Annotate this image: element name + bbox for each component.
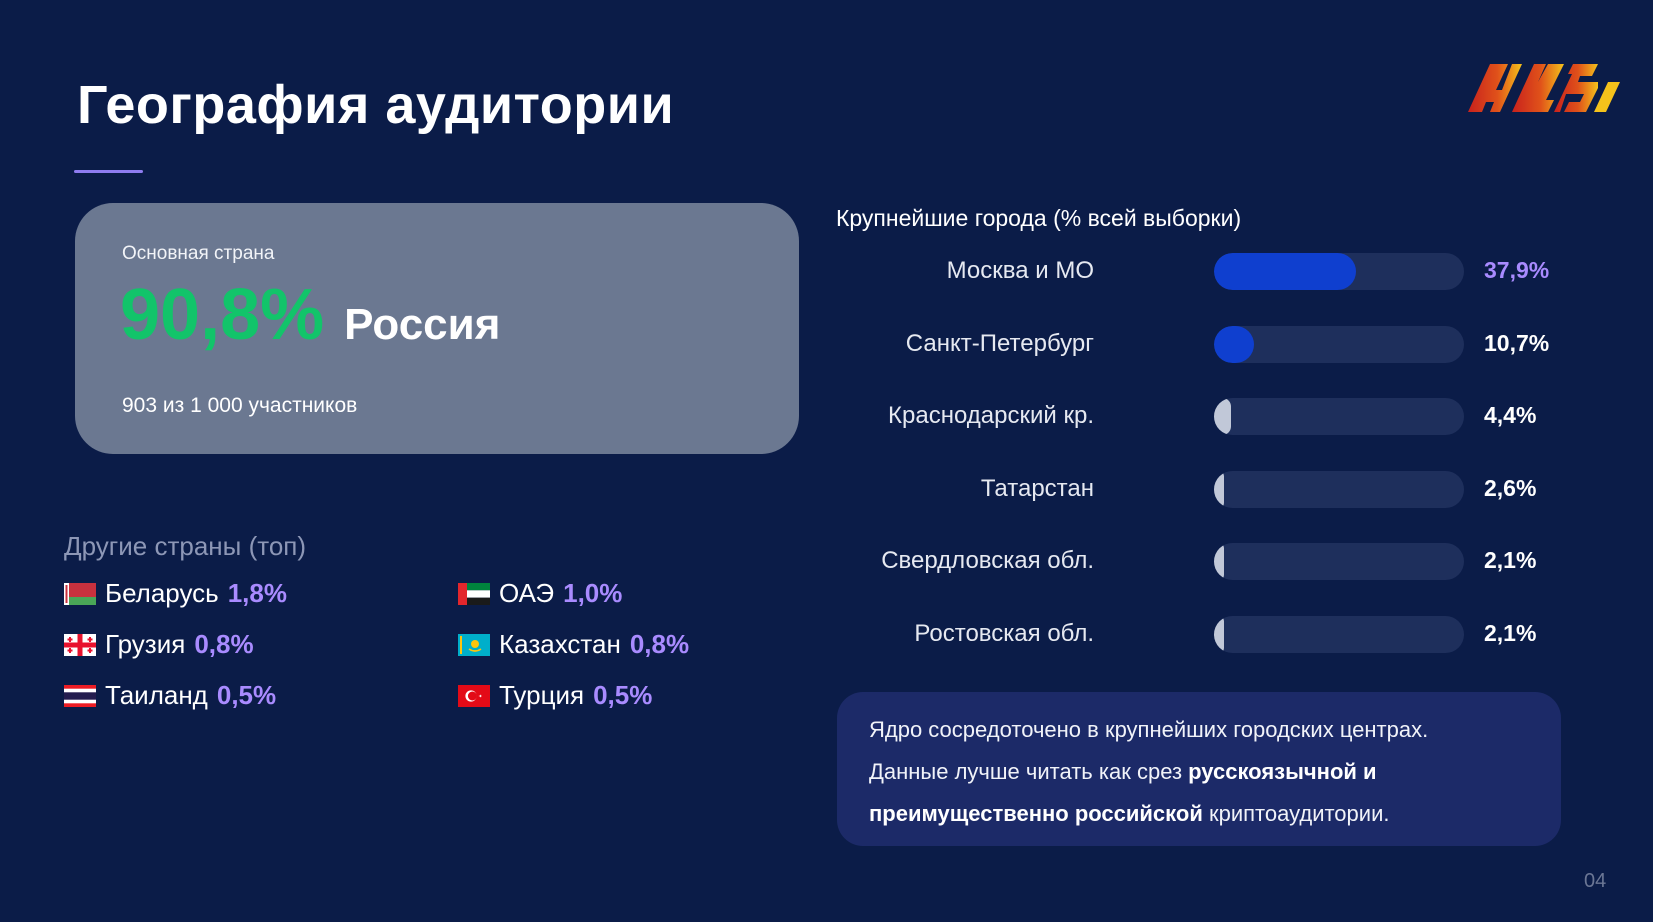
- note-bold-2: преимущественно российской: [869, 801, 1203, 826]
- city-bar: [1214, 543, 1224, 580]
- thailand-flag-icon: [64, 684, 96, 707]
- main-country-card: Основная страна 90,8% Россия 903 из 1 00…: [75, 203, 799, 454]
- note-suffix: криптоаудитории.: [1202, 801, 1390, 826]
- country-item: Казахстан 0,8%: [458, 629, 689, 660]
- city-value-label: 2,1%: [1484, 619, 1537, 646]
- note-line-3: преимущественно российской криптоаудитор…: [869, 793, 1529, 835]
- city-bar-track: [1214, 325, 1464, 363]
- city-name-label: Свердловская обл.: [881, 547, 1094, 574]
- country-name: Беларусь: [105, 578, 219, 608]
- country-name: Казахстан: [499, 629, 621, 659]
- city-row: Татарстан 2,6%: [836, 470, 1556, 508]
- other-countries-title: Другие страны (топ): [64, 531, 307, 561]
- title-underline: [74, 170, 143, 173]
- city-bar: [1214, 615, 1224, 653]
- main-country-headline: 90,8% Россия: [120, 279, 500, 351]
- note-line-1: Ядро сосредоточено в крупнейших городски…: [869, 717, 1429, 742]
- turkey-flag-icon: [458, 684, 490, 707]
- city-value-label: 2,6%: [1484, 474, 1537, 501]
- city-bar: [1214, 398, 1231, 435]
- aias-logo-icon: [1468, 64, 1620, 112]
- note-line-2: Данные лучше читать как срез русскоязычн…: [869, 751, 1529, 793]
- country-value: 0,8%: [194, 629, 254, 659]
- country-item: Таиланд 0,5%: [64, 680, 276, 711]
- city-row: Свердловская обл. 2,1%: [836, 542, 1556, 580]
- city-bar: [1214, 325, 1255, 363]
- city-bar: [1214, 470, 1224, 508]
- page-number: 04: [1584, 870, 1607, 892]
- cities-chart-title: Крупнейшие города (% всей выборки): [836, 205, 1242, 231]
- page-title: География аудитории: [77, 75, 675, 135]
- city-value-label: 2,1%: [1484, 547, 1537, 573]
- summary-note: Ядро сосредоточено в крупнейших городски…: [837, 692, 1561, 846]
- country-name: Турция: [499, 680, 585, 710]
- city-value-label: 10,7%: [1484, 329, 1550, 356]
- belarus-flag-icon: [64, 582, 96, 605]
- country-item: Беларусь 1,8%: [64, 578, 287, 609]
- city-name-label: Санкт-Петербург: [905, 329, 1094, 357]
- main-country-count: 903 из 1 000 участников: [122, 394, 358, 417]
- city-row: Ростовская обл. 2,1%: [836, 615, 1556, 653]
- city-bar-track: [1214, 543, 1464, 580]
- city-value-label: 4,4%: [1484, 402, 1537, 428]
- city-bar-track: [1214, 470, 1464, 508]
- country-value: 1,8%: [227, 578, 287, 608]
- note-prefix: Данные лучше читать как срез: [869, 759, 1189, 784]
- city-bar-track: [1214, 615, 1464, 653]
- city-row: Санкт-Петербург 10,7%: [836, 325, 1556, 363]
- city-name-label: Краснодарский кр.: [888, 402, 1094, 429]
- country-name: Грузия: [105, 629, 186, 659]
- georgia-flag-icon: [64, 633, 96, 656]
- city-bar: [1214, 253, 1357, 290]
- city-name-label: Татарстан: [980, 474, 1094, 502]
- city-row: Краснодарский кр. 4,4%: [836, 397, 1556, 435]
- main-country-label: Основная страна: [122, 243, 275, 264]
- country-value: 0,8%: [629, 629, 690, 659]
- country-item: Турция 0,5%: [458, 680, 652, 711]
- country-value: 0,5%: [216, 680, 277, 710]
- country-name: ОАЭ: [499, 578, 555, 608]
- country-item: ОАЭ 1,0%: [458, 578, 622, 609]
- main-country-name: Россия: [344, 300, 501, 349]
- country-value: 1,0%: [563, 578, 623, 608]
- kazakhstan-flag-icon: [458, 633, 490, 656]
- note-bold-1: русскоязычной и: [1188, 759, 1377, 784]
- city-name-label: Ростовская обл.: [914, 619, 1094, 647]
- country-value: 0,5%: [593, 680, 653, 710]
- city-value-label: 37,9%: [1484, 257, 1550, 283]
- main-country-percent: 90,8%: [120, 275, 325, 355]
- city-row: Москва и МО 37,9%: [836, 252, 1556, 290]
- uae-flag-icon: [458, 582, 490, 605]
- country-item: Грузия 0,8%: [64, 629, 254, 660]
- city-bar-track: [1214, 253, 1464, 290]
- country-name: Таиланд: [105, 680, 208, 710]
- city-bar-track: [1214, 398, 1464, 435]
- city-name-label: Москва и МО: [946, 257, 1094, 284]
